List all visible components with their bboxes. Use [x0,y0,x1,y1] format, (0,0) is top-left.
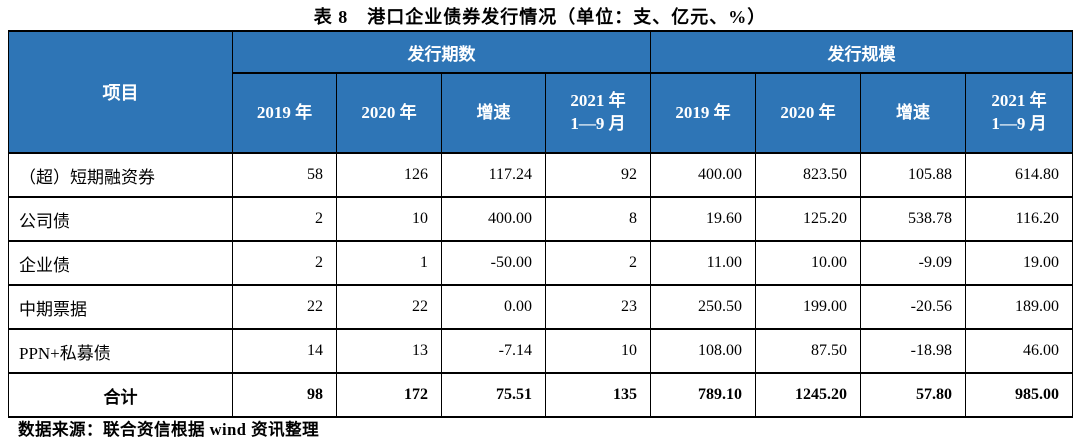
value-cell: -20.56 [860,284,966,330]
value-cell: 22 [232,284,337,330]
value-cell: 125.20 [755,196,861,242]
row-label: （超）短期融资券 [8,152,233,198]
value-cell: 98 [232,372,337,418]
value-cell: 1 [336,240,442,286]
header-group-row: 项目 发行期数 发行规模 [8,30,1073,154]
row-label: 公司债 [8,196,233,242]
value-cell: 2 [232,240,337,286]
value-cell: 614.80 [965,152,1073,198]
value-cell: 985.00 [965,372,1073,418]
value-cell: 108.00 [650,328,756,374]
value-cell: 538.78 [860,196,966,242]
header-scale-2019: 2019 年 [650,72,756,154]
value-cell: 46.00 [965,328,1073,374]
row-label-total: 合计 [8,372,233,418]
value-cell: 400.00 [441,196,546,242]
header-group-issue-count: 发行期数 [232,30,651,74]
header-count-2020: 2020 年 [336,72,442,154]
value-cell: 57.80 [860,372,966,418]
value-cell: 87.50 [755,328,861,374]
value-cell: 10 [545,328,651,374]
table-row: PPN+私募债 14 13 -7.14 10 108.00 87.50 -18.… [8,328,1073,374]
bond-issuance-table: 项目 发行期数 发行规模 2019 年 2020 年 增速 2021 年 1—9… [8,30,1073,418]
table-total-row: 合计 98 172 75.51 135 789.10 1245.20 57.80… [8,372,1073,418]
header-scale-2021: 2021 年 1—9 月 [965,72,1073,154]
value-cell: 8 [545,196,651,242]
value-cell: 400.00 [650,152,756,198]
value-cell: -18.98 [860,328,966,374]
value-cell: 92 [545,152,651,198]
value-cell: 2 [232,196,337,242]
row-label: 企业债 [8,240,233,286]
value-cell: 19.00 [965,240,1073,286]
value-cell: 11.00 [650,240,756,286]
value-cell: 22 [336,284,442,330]
value-cell: 189.00 [965,284,1073,330]
header-count-growth: 增速 [441,72,546,154]
value-cell: 126 [336,152,442,198]
value-cell: 10 [336,196,442,242]
value-cell: -50.00 [441,240,546,286]
header-scale-growth: 增速 [860,72,966,154]
value-cell: 13 [336,328,442,374]
value-cell: 823.50 [755,152,861,198]
table-row: 中期票据 22 22 0.00 23 250.50 199.00 -20.56 … [8,284,1073,330]
value-cell: 0.00 [441,284,546,330]
value-cell: 1245.20 [755,372,861,418]
value-cell: -7.14 [441,328,546,374]
row-label: PPN+私募债 [8,328,233,374]
value-cell: 2 [545,240,651,286]
header-count-2021: 2021 年 1—9 月 [545,72,651,154]
header-count-2019: 2019 年 [232,72,337,154]
value-cell: 75.51 [441,372,546,418]
value-cell: 23 [545,284,651,330]
value-cell: 10.00 [755,240,861,286]
header-scale-2020: 2020 年 [755,72,861,154]
value-cell: 135 [545,372,651,418]
value-cell: 19.60 [650,196,756,242]
value-cell: 250.50 [650,284,756,330]
table-title: 表 8 港口企业债券发行情况（单位：支、亿元、%） [313,7,767,27]
data-source-note: 数据来源：联合资信根据 wind 资讯整理 [18,420,320,439]
value-cell: 789.10 [650,372,756,418]
table-row: （超）短期融资券 58 126 117.24 92 400.00 823.50 … [8,152,1073,198]
value-cell: 172 [336,372,442,418]
value-cell: 199.00 [755,284,861,330]
header-item: 项目 [8,30,233,154]
table-row: 企业债 2 1 -50.00 2 11.00 10.00 -9.09 19.00 [8,240,1073,286]
value-cell: 117.24 [441,152,546,198]
header-group-issue-scale: 发行规模 [650,30,1073,74]
value-cell: 58 [232,152,337,198]
value-cell: 105.88 [860,152,966,198]
header-sub-row: 2019 年 2020 年 增速 2021 年 1—9 月 2019 年 202… [9,72,1073,154]
row-label: 中期票据 [8,284,233,330]
value-cell: -9.09 [860,240,966,286]
value-cell: 116.20 [965,196,1073,242]
value-cell: 14 [232,328,337,374]
table-row: 公司债 2 10 400.00 8 19.60 125.20 538.78 11… [8,196,1073,242]
